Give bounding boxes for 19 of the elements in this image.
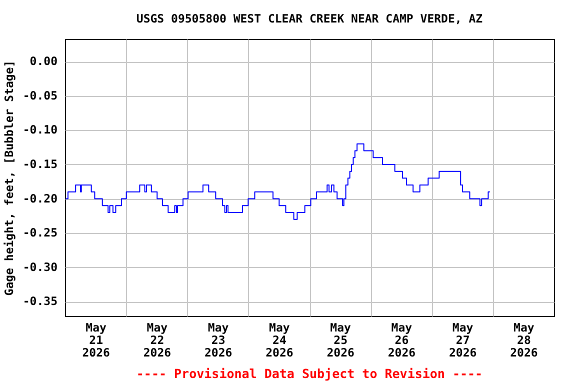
x-tick-label: May 22 2026 [143, 320, 172, 360]
x-tick-label: May 27 2026 [448, 320, 477, 360]
x-tick-label: May 25 2026 [326, 320, 354, 360]
y-tick-label: -0.30 [22, 260, 58, 274]
y-tick-label: -0.10 [22, 122, 58, 137]
y-axis-title: Gage height, feet, [Bubbler Stage] [2, 60, 16, 296]
y-tick-label: -0.15 [22, 156, 58, 171]
x-tick-label: May 23 2026 [204, 320, 232, 360]
chart-title: USGS 09505800 WEST CLEAR CREEK NEAR CAMP VERDE, AZ [136, 12, 483, 26]
x-tick-label: May 28 2026 [510, 320, 538, 360]
y-tick-label: -0.05 [22, 88, 58, 102]
x-tick-label: May 24 2026 [266, 320, 294, 360]
y-tick-label: -0.20 [22, 191, 58, 206]
x-tick-label: May 26 2026 [388, 320, 416, 360]
text: ---- Provisional Data Subject to Revision ---- [135, 366, 484, 381]
x-tick-label: May 21 2026 [82, 320, 110, 360]
y-tick-label: -0.35 [22, 294, 58, 308]
y-tick-label: 0.00 [30, 54, 58, 68]
y-tick-label: -0.25 [22, 226, 58, 240]
